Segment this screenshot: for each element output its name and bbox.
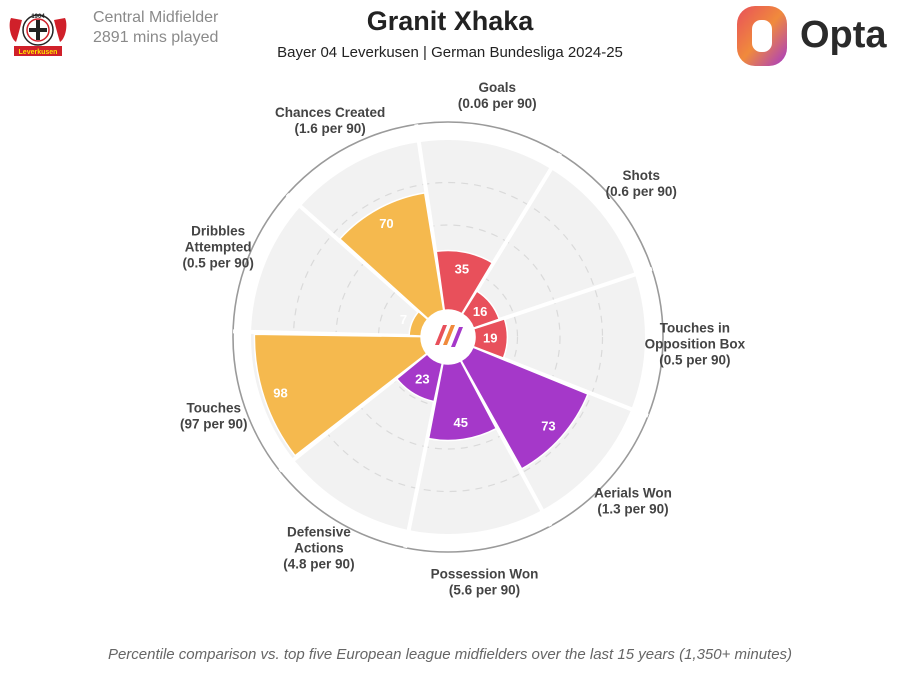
center-logo [421,310,475,364]
segment-value-7: 7 [400,312,407,327]
footnote: Percentile comparison vs. top five Europ… [107,646,793,663]
club-crest: 1904 Leverkusen [8,10,68,60]
segment-label-2: Touches in Opposition Box (0.5 per 90) [645,320,746,367]
segment-value-5: 23 [415,371,429,386]
segment-value-4: 45 [454,415,468,430]
segment-label-6: Touches (97 per 90) [180,400,248,431]
segment-label-5: Defensive Actions (4.8 per 90) [283,525,354,572]
segment-label-7: Dribbles Attempted (0.5 per 90) [183,223,254,270]
chart-labels: Goals (0.06 per 90) Shots (0.6 per 90) Touch… [180,80,746,597]
segment-value-2: 19 [483,331,497,346]
segment-label-3: Aerials Won (1.3 per 90) [594,486,672,517]
crest-year: 1904 [31,14,45,20]
crest-banner [14,46,62,56]
segment-label-0: Goals (0.06 per 90) [458,80,537,111]
segment-bar-2 [472,317,509,360]
crest-cross [29,20,47,40]
segment-label-8: Chances Created (1.6 per 90) [275,105,385,136]
segment-label-1: Shots (0.6 per 90) [606,168,677,199]
page-subtitle: Bayer 04 Leverkusen | German Bundesliga … [277,44,623,61]
crest-lion-left [9,18,22,42]
minutes-played: 2891 mins played [93,29,219,46]
crest-lion-right [54,18,67,42]
page-title: Granit Xhaka [366,6,534,36]
segment-value-8: 70 [379,216,393,231]
opta-center-icon [435,325,463,347]
segment-value-1: 16 [473,304,487,319]
crest-club: Leverkusen [19,49,58,56]
player-info: Central Midfielder 2891 mins played [93,8,218,48]
segment-value-0: 35 [455,261,469,276]
segment-value-6: 98 [273,386,287,401]
segment-value-3: 73 [541,418,555,433]
segment-label-4: Possession Won (5.6 per 90) [431,566,539,597]
opta-wordmark: Opta [800,14,887,56]
chart-segments: 35 16 19 73 45 23 98 7 70 [253,192,589,470]
player-position: Central Midfielder [93,9,219,26]
opta-logo-icon [737,6,787,66]
